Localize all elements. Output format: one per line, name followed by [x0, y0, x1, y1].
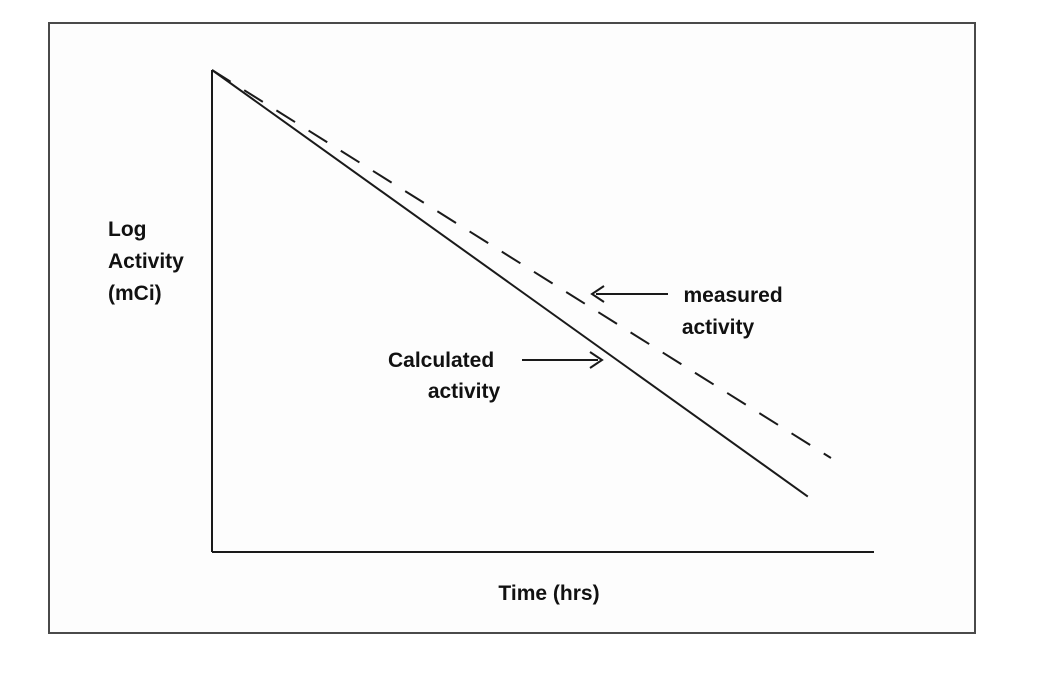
y-axis-label-line-3: (mCi) — [108, 282, 162, 305]
series-line-measured — [211, 69, 832, 459]
chart-frame — [48, 22, 976, 634]
annotation-measured-activity: measured activity — [682, 284, 789, 339]
y-axis-label-line-2: Activity — [108, 250, 184, 273]
annotation-calculated-line-2: activity — [428, 380, 501, 403]
y-axis-label-line-1: Log — [108, 218, 146, 241]
annotation-measured-line-2: activity — [682, 316, 755, 339]
x-axis-label: Time (hrs) — [498, 582, 599, 605]
annotation-calculated-line-1: Calculated — [388, 349, 494, 372]
arrow-calculated — [522, 351, 604, 369]
series-line-calculated — [211, 69, 809, 498]
arrow-measured — [590, 285, 668, 303]
annotation-measured-line-1: measured — [683, 284, 782, 307]
y-axis-label: Log Activity (mCi) — [108, 218, 190, 305]
annotation-calculated-activity: Calculated activity — [388, 349, 501, 403]
